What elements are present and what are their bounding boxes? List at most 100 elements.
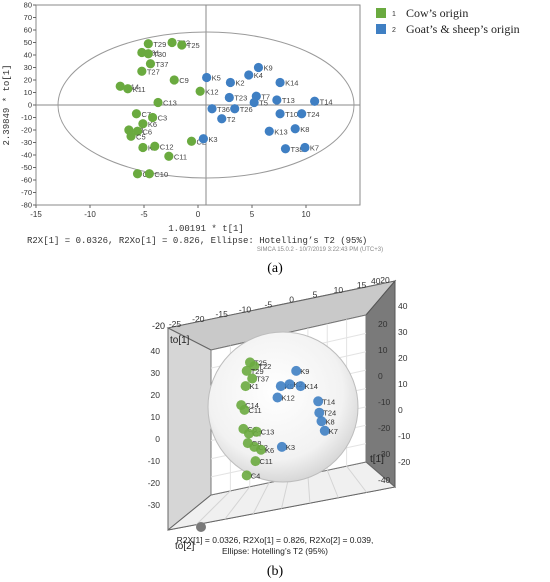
panel-label-b: (b) bbox=[267, 564, 284, 579]
score-point bbox=[145, 59, 156, 69]
to1-right-tick-label: 40 bbox=[398, 301, 408, 311]
point-label: C14 bbox=[125, 82, 139, 91]
score-point-3d bbox=[250, 456, 261, 467]
x-tick-label: 5 bbox=[250, 210, 255, 219]
r2x-caption-3d-line1: R2X[1] = 0.0326, R2Xo[1] = 0.826, R2Xo[2… bbox=[177, 535, 374, 545]
t1-tick-label: 20 bbox=[378, 319, 388, 329]
points-b: T25T22T29T37K1C14C11C6C7C13C8C2K6C11C4K9… bbox=[236, 357, 338, 481]
point-label: T37 bbox=[155, 60, 168, 69]
score-point bbox=[126, 131, 136, 141]
score-point bbox=[115, 81, 125, 91]
point-label-3d: K3 bbox=[286, 443, 295, 452]
point-label: C12 bbox=[160, 142, 174, 151]
hotelling-ellipse bbox=[57, 31, 355, 179]
software-note: SIMCA 15.0.2 - 10/7/2019 3:22:43 PM (UTC… bbox=[257, 247, 383, 253]
t1-tick-label: 0 bbox=[378, 371, 383, 381]
y-tick-label: -80 bbox=[21, 201, 32, 210]
floor-grid-line bbox=[281, 478, 289, 509]
score-point bbox=[148, 112, 158, 123]
to1-axis-label: to[1] bbox=[170, 335, 190, 346]
to1-tick-label: -15 bbox=[216, 309, 229, 319]
point-label-3d: C11 bbox=[249, 406, 262, 415]
legend-num-1: 1 bbox=[392, 11, 396, 18]
score-point bbox=[300, 142, 310, 153]
point-label-3d: C4 bbox=[251, 471, 261, 480]
to1-tick-label: -10 bbox=[239, 304, 252, 314]
point-label-3d: T24 bbox=[323, 409, 336, 418]
y-tick-label: -10 bbox=[21, 113, 32, 122]
point-label: K14 bbox=[285, 79, 298, 88]
y-axis-label: 2.39849 * to[1] bbox=[2, 64, 12, 145]
y-tick-label: 10 bbox=[24, 88, 32, 97]
y-tick-label: 30 bbox=[24, 63, 32, 72]
point-label: T5 bbox=[259, 99, 268, 108]
score-point-3d bbox=[295, 381, 306, 392]
score-point bbox=[290, 124, 300, 134]
score-point bbox=[202, 72, 212, 83]
score-point-3d bbox=[316, 416, 327, 427]
to2-tick-label: 30 bbox=[151, 368, 161, 378]
point-label: C6 bbox=[143, 127, 153, 136]
y-tick-label: -60 bbox=[21, 176, 32, 185]
score-point bbox=[253, 62, 264, 73]
point-label-3d: K8 bbox=[326, 417, 335, 426]
point-label-3d: K12 bbox=[282, 394, 295, 403]
y-tick-label: -40 bbox=[21, 151, 32, 160]
y-tick-label: -50 bbox=[21, 163, 32, 172]
score-point bbox=[297, 109, 307, 119]
score-point-3d bbox=[241, 365, 252, 376]
score-point-3d bbox=[291, 365, 302, 376]
score-point bbox=[153, 97, 163, 108]
point-label: C11 bbox=[174, 152, 187, 161]
floor-grid-line bbox=[224, 486, 251, 520]
point-label-3d: K14 bbox=[305, 382, 318, 391]
axis-ticks-b: -25 -20 -15 -10 -5 0 5 10 15 2040403020100-10-202… bbox=[148, 275, 411, 510]
legend-num-2: 2 bbox=[392, 27, 396, 34]
score-point bbox=[195, 86, 205, 96]
point-label-3d: T37 bbox=[256, 375, 269, 384]
point-label-3d: T22 bbox=[258, 362, 271, 371]
point-label: K12 bbox=[205, 87, 218, 96]
y-tick-label: 70 bbox=[24, 13, 32, 22]
point-label: T31 bbox=[147, 49, 160, 58]
hotelling-sphere bbox=[207, 331, 359, 483]
score-point bbox=[169, 75, 179, 85]
point-label: K3 bbox=[208, 135, 217, 144]
to1-tick-label: -5 bbox=[265, 299, 273, 309]
score-point bbox=[137, 66, 147, 76]
r2x-caption-3d-line2: Ellipse: Hotelling’s T2 (95%) bbox=[222, 546, 328, 556]
point-label-3d: C13 bbox=[261, 428, 275, 437]
floor-grid-line bbox=[196, 490, 231, 525]
point-label: T14 bbox=[320, 97, 333, 106]
score-point bbox=[132, 169, 143, 179]
point-label: K7 bbox=[310, 144, 319, 153]
point-label: K6 bbox=[148, 120, 157, 129]
score-point-3d bbox=[249, 361, 260, 372]
floor-grid-line bbox=[326, 470, 339, 498]
t1-tick-label: -10 bbox=[378, 397, 391, 407]
point-label: T10 bbox=[285, 110, 298, 119]
point-label: T23 bbox=[234, 94, 247, 103]
point-label-3d: K6 bbox=[265, 446, 274, 455]
point-label-3d: K1 bbox=[250, 382, 259, 391]
point-label-3d: K9 bbox=[300, 367, 309, 376]
score-point bbox=[224, 92, 234, 103]
score-point-3d bbox=[319, 425, 330, 436]
score-point-3d bbox=[314, 407, 325, 418]
x-axis-label: 1.00191 * t[1] bbox=[168, 224, 244, 234]
x-tick-label: -5 bbox=[140, 210, 148, 219]
y-tick-label: 0 bbox=[28, 101, 32, 110]
to1-right-tick-label: 0 bbox=[398, 405, 403, 415]
floor-grid-line bbox=[346, 465, 368, 493]
score-point-3d bbox=[284, 379, 295, 390]
score-point bbox=[150, 141, 160, 151]
score-point bbox=[198, 134, 208, 144]
to1-tick-label: 20 bbox=[380, 275, 390, 285]
point-label-3d: T29 bbox=[251, 367, 264, 376]
floor-grid-line bbox=[307, 474, 311, 504]
point-label: K9 bbox=[263, 64, 272, 73]
score-point-3d bbox=[251, 426, 262, 437]
score-point-3d bbox=[240, 381, 251, 392]
score-point bbox=[186, 136, 197, 146]
point-label: K4 bbox=[254, 71, 263, 80]
